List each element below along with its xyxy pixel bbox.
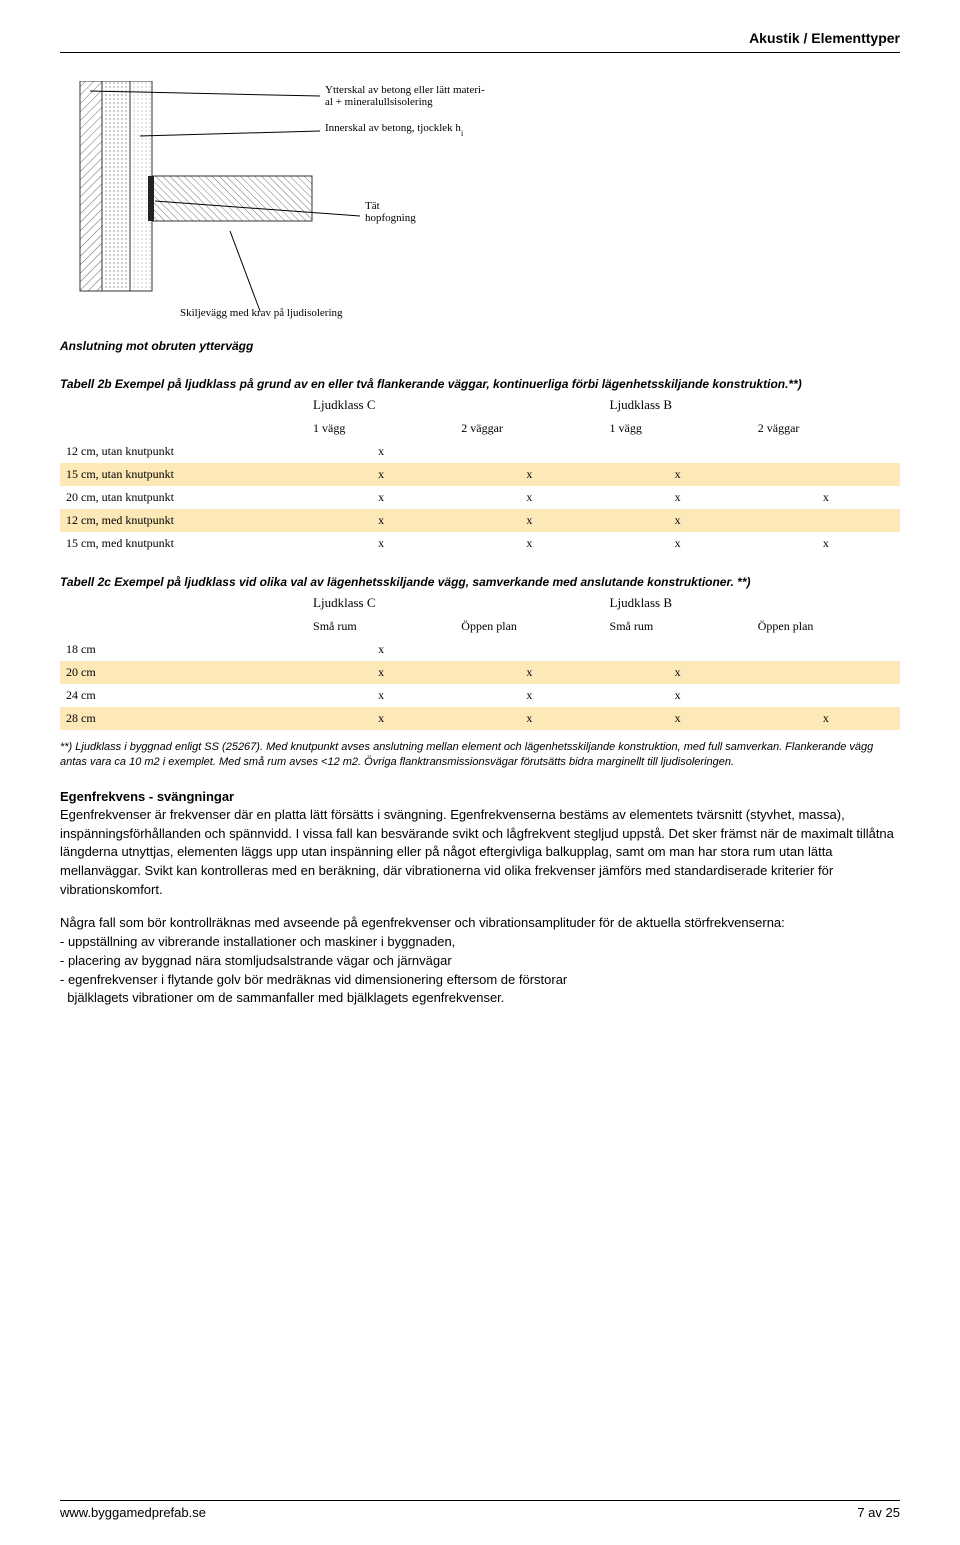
table-row: 20 cm, utan knutpunktxxxx bbox=[60, 486, 900, 509]
section-title: Egenfrekvens - svängningar bbox=[60, 789, 900, 804]
diagram-caption: Anslutning mot obruten yttervägg bbox=[60, 339, 900, 353]
table-2c: Ljudklass C Ljudklass B Små rum Öppen pl… bbox=[60, 591, 900, 730]
table-row: 15 cm, utan knutpunktxxx bbox=[60, 463, 900, 486]
table-2b: Ljudklass C Ljudklass B 1 vägg 2 väggar … bbox=[60, 393, 900, 555]
footer-page: 7 av 25 bbox=[857, 1505, 900, 1520]
table-row: 18 cmx bbox=[60, 638, 900, 661]
list-item: - placering av byggnad nära stomljudsals… bbox=[60, 952, 900, 971]
diag-label-2: Innerskal av betong, tjocklek h bbox=[325, 122, 461, 134]
table2c-caption: Tabell 2c Exempel på ljudklass vid olika… bbox=[60, 575, 900, 589]
list-item: bjälklagets vibrationer om de sammanfall… bbox=[60, 989, 900, 1008]
svg-text:Innerskal av betong, tjocklek: Innerskal av betong, tjocklek hi bbox=[325, 122, 464, 138]
table-row: 15 cm, med knutpunktxxxx bbox=[60, 532, 900, 555]
diag-label-1b: al + mineralullsisolering bbox=[325, 96, 433, 108]
table-row: 12 cm, utan knutpunktx bbox=[60, 440, 900, 463]
header-rule bbox=[60, 52, 900, 53]
diag-label-1a: Ytterskal av betong eller lätt materi- bbox=[325, 84, 485, 96]
list-item: - egenfrekvenser i flytande golv bör med… bbox=[60, 971, 900, 990]
table-footnote: **) Ljudklass i byggnad enligt SS (25267… bbox=[60, 740, 900, 771]
page-header: Akustik / Elementtyper bbox=[60, 30, 900, 46]
table2b-caption: Tabell 2b Exempel på ljudklass på grund … bbox=[60, 377, 900, 391]
section-list: Några fall som bör kontrollräknas med av… bbox=[60, 914, 900, 1008]
table-row: 12 cm, med knutpunktxxx bbox=[60, 509, 900, 532]
list-intro: Några fall som bör kontrollräknas med av… bbox=[60, 914, 900, 933]
diag-label-3a: Tät bbox=[365, 200, 380, 212]
footer-url: www.byggamedprefab.se bbox=[60, 1505, 206, 1520]
diag-label-3b: hopfogning bbox=[365, 212, 416, 224]
section-p1: Egenfrekvenser är frekvenser där en plat… bbox=[60, 806, 900, 900]
table-row: 20 cmxxx bbox=[60, 661, 900, 684]
table-row: 28 cmxxxx bbox=[60, 707, 900, 730]
table-row: 24 cmxxx bbox=[60, 684, 900, 707]
list-item: - uppställning av vibrerande installatio… bbox=[60, 933, 900, 952]
wall-diagram: Ytterskal av betong eller lätt materi- a… bbox=[60, 81, 900, 321]
diag-label-4: Skiljevägg med krav på ljudisolering bbox=[180, 307, 343, 319]
page-footer: www.byggamedprefab.se 7 av 25 bbox=[60, 1500, 900, 1520]
